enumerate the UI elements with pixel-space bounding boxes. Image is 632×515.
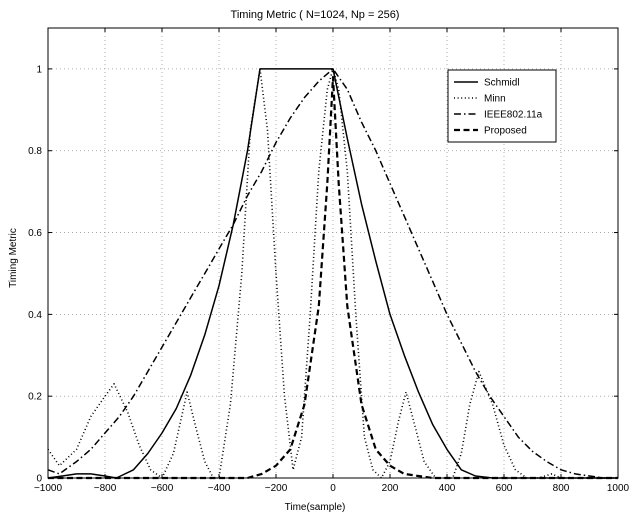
legend-label: Minn: [484, 94, 506, 105]
x-tick-label: −1000: [34, 483, 63, 494]
x-tick-label: 0: [330, 483, 336, 494]
y-tick-label: 0: [36, 474, 42, 485]
x-tick-label: 800: [553, 483, 570, 494]
x-tick-label: 1000: [607, 483, 630, 494]
x-tick-label: −800: [94, 483, 117, 494]
x-tick-label: −400: [208, 483, 231, 494]
legend-label: Schmidl: [484, 78, 520, 89]
y-tick-label: 0.4: [28, 310, 42, 321]
x-tick-label: 600: [496, 483, 513, 494]
y-axis-label: Timing Metric: [8, 228, 19, 288]
series-group: [47, 68, 618, 480]
y-tick-label: 0.6: [28, 228, 42, 239]
series-line-schmidl: [47, 68, 618, 479]
x-tick-label: −600: [151, 483, 174, 494]
x-tick-label: −200: [265, 483, 288, 494]
y-tick-label: 0.8: [28, 146, 42, 157]
axis-ticks: −1000 −800 −600 −400 −200 0 200 400 600 800 1000 0 0…: [28, 28, 630, 494]
legend-label: Proposed: [484, 126, 527, 137]
chart-title: Timing Metric ( N=1024, Np = 256): [231, 9, 400, 21]
x-tick-label: 200: [382, 483, 399, 494]
x-tick-label: 400: [439, 483, 456, 494]
series-line-proposed: [48, 75, 618, 480]
x-axis-label: Time(sample): [285, 502, 346, 513]
legend-label: IEEE802.11a: [484, 110, 543, 121]
legend: Schmidl Minn IEEE802.11a Proposed: [447, 69, 557, 143]
y-tick-label: 1: [36, 64, 42, 75]
y-tick-label: 0.2: [28, 392, 42, 403]
